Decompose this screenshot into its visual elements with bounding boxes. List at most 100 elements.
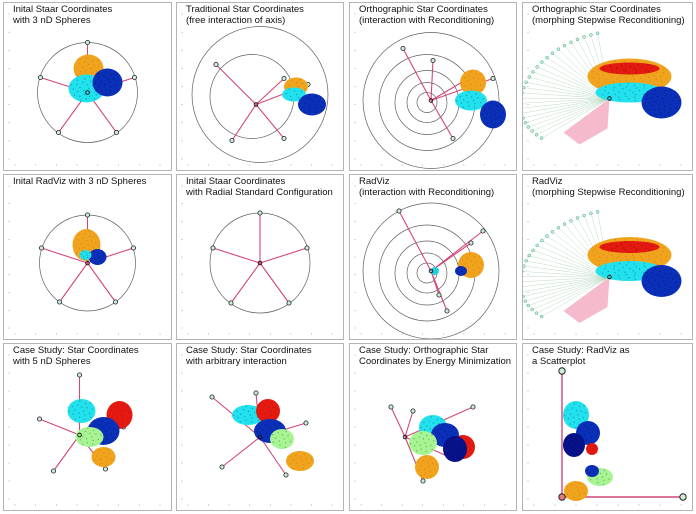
data-point [660,75,662,78]
green-sphere [75,427,104,447]
data-point [244,416,246,418]
data-point [104,430,107,432]
data-point [668,290,670,293]
fan-anchor [562,43,567,48]
data-point [461,259,464,261]
data-point [609,277,611,279]
data-point [655,113,657,116]
data-point [100,80,103,83]
data-point [572,492,574,494]
data-point [604,81,606,84]
data-point [424,442,426,444]
data-point [422,459,425,461]
plot-canvas [8,354,161,506]
axis-anchor [209,394,215,400]
data-point [430,416,432,418]
data-point [74,418,76,420]
data-point [480,88,483,91]
axis-line [255,104,285,139]
data-point [603,68,605,70]
data-point [270,414,272,416]
data-point [488,106,491,109]
data-point [420,432,422,434]
data-point [623,239,626,241]
axis-anchor [57,299,63,305]
orange-sphere [91,447,116,467]
plot-canvas [354,13,506,169]
data-point [670,108,672,110]
data-point [664,109,666,112]
data-point [304,102,307,105]
data-point [575,427,577,429]
data-point [420,426,422,429]
axis-anchor [113,299,119,305]
data-point [87,256,89,259]
data-point [648,255,650,257]
data-point [434,268,436,270]
panel-title: RadViz (interaction with Reconditioning) [359,176,495,198]
recondition-circle [406,82,448,123]
data-point [315,96,317,99]
data-point [459,274,461,276]
data-point [103,75,105,77]
data-point [100,434,102,436]
data-point [472,264,474,266]
data-point [285,93,287,95]
data-point [619,81,622,83]
data-point [589,449,591,452]
data-point [569,413,572,415]
fan-line [522,276,610,287]
fan-anchor [550,230,555,234]
data-point [461,270,464,272]
cyan-sphere [232,405,264,425]
data-point [91,408,93,410]
data-point [116,431,118,434]
data-point [622,88,624,90]
data-point [633,257,635,259]
data-point [93,429,95,431]
fan-anchor [534,132,539,137]
data-point [237,416,239,419]
data-point [429,470,431,472]
axis-ticks [354,13,506,166]
data-point [625,63,627,65]
data-point [578,440,580,443]
data-point [635,87,637,89]
panel-frame [3,2,172,171]
data-point [99,424,101,426]
data-point [660,259,662,261]
data-point [609,244,612,246]
axis-anchor [470,404,476,410]
data-point [433,273,435,275]
data-point [643,74,646,76]
data-point [608,478,610,480]
data-point [592,71,594,73]
fan-anchor [545,234,549,238]
data-point [620,253,622,255]
fan-anchor [539,136,544,140]
data-point [609,98,611,100]
data-point [297,451,299,453]
axis-anchor [257,210,263,216]
data-point [77,404,79,406]
data-point [599,472,602,475]
axis-anchor [85,40,91,46]
panel-title: Inital Staar Coordinates with Radial Sta… [186,176,333,198]
data-point [95,89,98,91]
data-point [618,269,620,272]
data-point [428,466,430,468]
data-point [90,416,92,419]
data-point [635,265,637,268]
data-point [662,247,665,249]
data-point [88,248,91,251]
data-point [271,402,273,404]
data-point [602,75,605,77]
data-point [275,427,277,429]
data-point [85,251,87,254]
data-point [628,73,630,75]
data-point [308,105,310,108]
orange-sphere [564,481,588,501]
fan-line [526,82,610,99]
data-point [609,65,612,68]
data-point [114,84,117,86]
